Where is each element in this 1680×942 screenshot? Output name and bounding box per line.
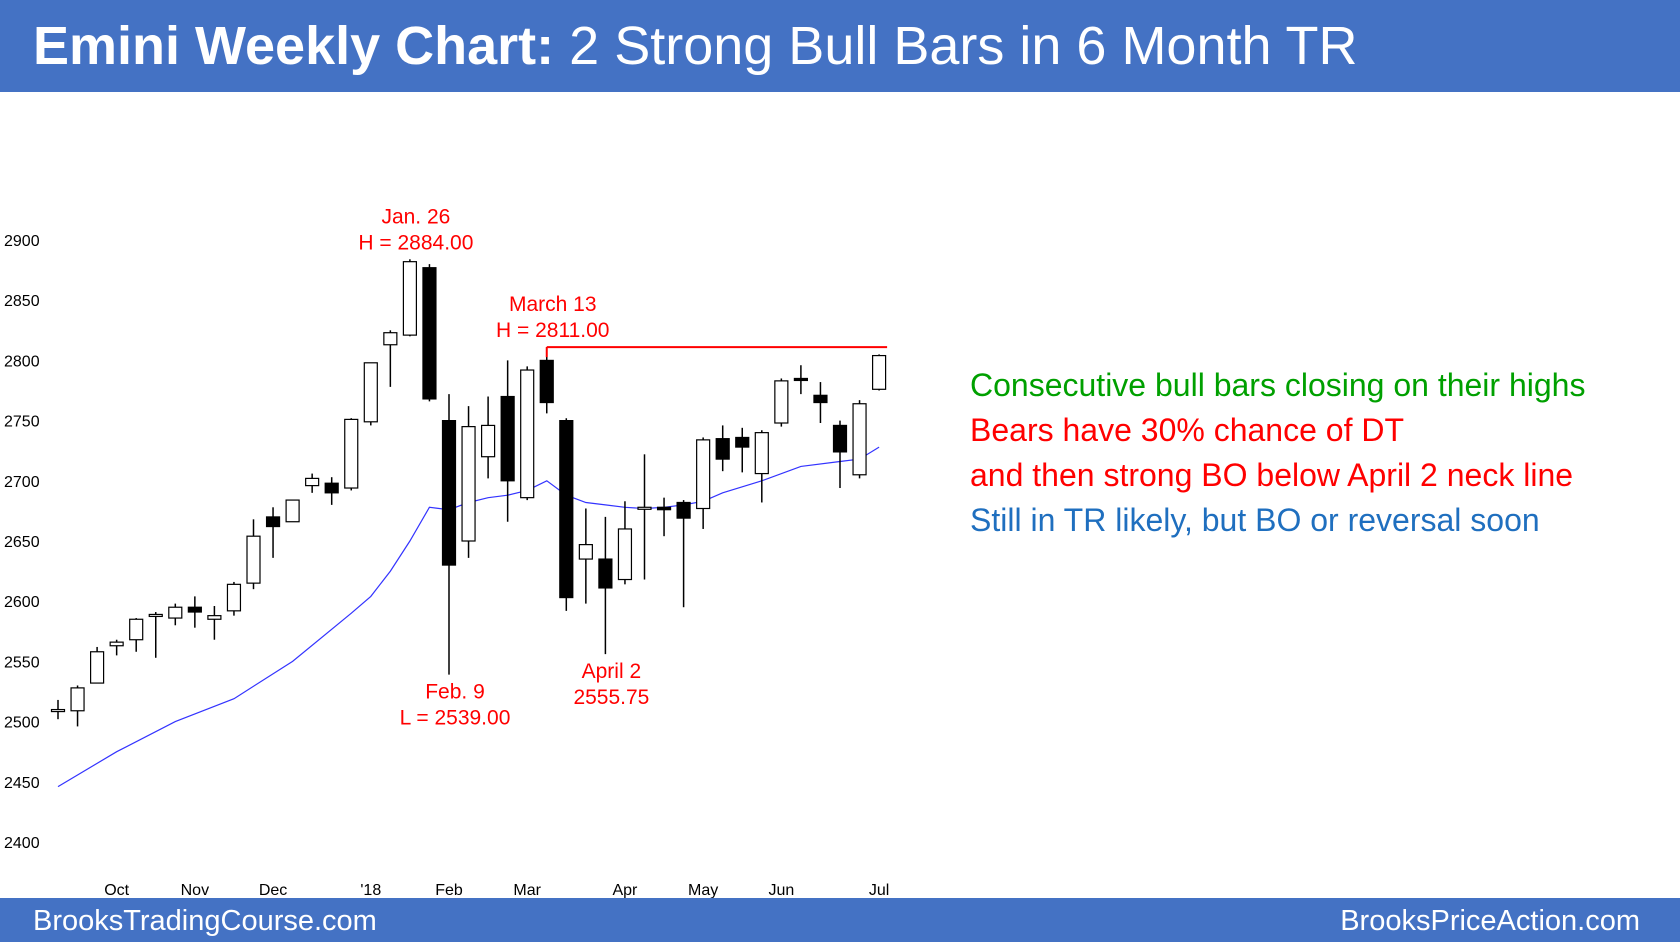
x-tick-label: Oct bbox=[104, 882, 129, 898]
y-tick-label: 2800 bbox=[4, 353, 40, 370]
candle-body bbox=[441, 420, 457, 566]
candle-body bbox=[168, 606, 183, 619]
candle-body bbox=[129, 618, 144, 641]
candle-body bbox=[676, 501, 691, 519]
candle-body bbox=[187, 606, 202, 613]
candle-body bbox=[89, 651, 105, 684]
candle-body bbox=[461, 426, 476, 542]
chart-title: Emini Weekly Chart: 2 Strong Bull Bars i… bbox=[33, 14, 1358, 78]
candle-body bbox=[774, 380, 789, 424]
y-tick-label: 2700 bbox=[4, 474, 40, 491]
candle-body bbox=[481, 424, 496, 458]
candlestick-chart: 2400 2450 2500 2550 2600 2650 2700 2750 2800 2850… bbox=[4, 205, 889, 898]
x-tick-label: Jul bbox=[869, 882, 889, 898]
candle-body bbox=[500, 395, 515, 482]
candle-body bbox=[520, 369, 535, 499]
candle-body bbox=[422, 267, 437, 400]
candle-body bbox=[363, 362, 378, 423]
candle-body bbox=[324, 482, 339, 494]
price-annotation: L = 2539.00 bbox=[400, 707, 511, 730]
y-tick-label: 2650 bbox=[4, 534, 40, 551]
candle-body bbox=[793, 377, 809, 382]
price-annotation: H = 2811.00 bbox=[496, 319, 609, 342]
moving-average-line bbox=[57, 446, 880, 788]
candle-body bbox=[226, 583, 242, 612]
candle-body bbox=[754, 432, 769, 475]
candle-body bbox=[578, 544, 593, 560]
candle-body bbox=[285, 499, 300, 523]
chart-title-bold: Emini Weekly Chart: bbox=[33, 16, 555, 76]
candle-body bbox=[305, 477, 320, 487]
candle-body bbox=[696, 439, 711, 510]
candle-body bbox=[598, 558, 613, 589]
y-tick-label: 2900 bbox=[4, 233, 40, 250]
candle-body bbox=[852, 403, 867, 476]
footer-right-link[interactable]: BrooksPriceAction.com bbox=[1340, 905, 1640, 937]
y-tick-label: 2400 bbox=[4, 835, 40, 852]
candle-body bbox=[871, 354, 887, 390]
footer-left-link[interactable]: BrooksTradingCourse.com bbox=[33, 905, 377, 937]
x-tick-label: Feb bbox=[435, 882, 463, 898]
commentary-line: Still in TR likely, but BO or reversal s… bbox=[970, 502, 1540, 538]
x-tick-label: '18 bbox=[360, 882, 381, 898]
x-tick-label: Apr bbox=[612, 882, 638, 898]
candle-body bbox=[70, 687, 85, 712]
price-annotation: H = 2884.00 bbox=[358, 231, 473, 254]
candle-body bbox=[617, 528, 633, 581]
y-tick-label: 2850 bbox=[4, 293, 40, 310]
x-tick-label: Nov bbox=[181, 882, 209, 898]
candle-body bbox=[715, 438, 730, 460]
y-tick-label: 2500 bbox=[4, 715, 40, 732]
candle-body bbox=[148, 613, 163, 618]
title-banner: Emini Weekly Chart: 2 Strong Bull Bars i… bbox=[0, 0, 1680, 92]
x-tick-label: Jun bbox=[768, 882, 794, 898]
chart-title-rest: 2 Strong Bull Bars in 6 Month TR bbox=[554, 16, 1358, 76]
candle-body bbox=[265, 516, 281, 528]
candle-body bbox=[109, 641, 124, 647]
commentary-line: Bears have 30% chance of DT bbox=[970, 412, 1405, 448]
price-annotation: March 13 bbox=[509, 293, 597, 316]
candle-body bbox=[539, 359, 554, 404]
commentary-line: Consecutive bull bars closing on their h… bbox=[970, 367, 1586, 403]
candle-body bbox=[50, 708, 66, 713]
x-tick-label: May bbox=[688, 882, 718, 898]
candle-body bbox=[383, 332, 398, 346]
commentary-block: Consecutive bull bars closing on their h… bbox=[970, 363, 1585, 543]
y-tick-label: 2600 bbox=[4, 594, 40, 611]
y-tick-label: 2750 bbox=[4, 414, 40, 431]
price-annotation: April 2 bbox=[582, 660, 642, 683]
candle-body bbox=[559, 420, 574, 599]
price-annotation: 2555.75 bbox=[573, 686, 649, 709]
y-tick-label: 2450 bbox=[4, 775, 40, 792]
candle-body bbox=[637, 506, 652, 510]
x-tick-label: Dec bbox=[259, 882, 287, 898]
candle-body bbox=[813, 394, 828, 404]
x-tick-label: Mar bbox=[513, 882, 541, 898]
candle-body bbox=[246, 535, 261, 584]
y-tick-label: 2550 bbox=[4, 654, 40, 671]
footer-banner: BrooksTradingCourse.com BrooksPriceActio… bbox=[0, 898, 1680, 942]
candle-body bbox=[402, 261, 417, 336]
price-annotation: Feb. 9 bbox=[425, 681, 485, 704]
candle-body bbox=[344, 418, 359, 489]
candle-body bbox=[832, 424, 848, 453]
commentary-line: and then strong BO below April 2 neck li… bbox=[970, 457, 1574, 493]
price-annotation: Jan. 26 bbox=[381, 205, 450, 228]
candle-body bbox=[735, 436, 750, 448]
candle-body bbox=[656, 506, 672, 511]
candle-body bbox=[207, 615, 222, 620]
